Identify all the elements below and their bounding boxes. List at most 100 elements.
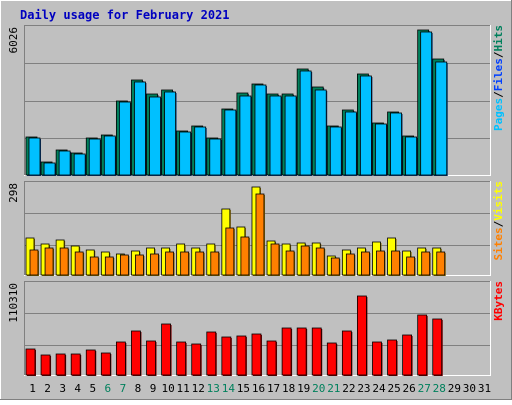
legend-entry-hits: Hits xyxy=(492,25,505,52)
x-label-day-1: 1 xyxy=(29,382,36,395)
x-label-day-6: 6 xyxy=(105,382,112,395)
bar-kbytes-day-21 xyxy=(326,342,337,376)
x-label-day-10: 10 xyxy=(161,382,174,395)
bar-kbytes-day-25 xyxy=(387,339,397,376)
bar-kbytes-day-3 xyxy=(55,353,66,376)
legend-separator: / xyxy=(492,51,505,58)
legend-entry-pages: Pages xyxy=(492,98,505,131)
bar-kbytes-day-13 xyxy=(206,331,217,376)
bar-files-day-22 xyxy=(344,111,357,176)
legend-separator: / xyxy=(492,220,505,227)
x-label-day-16: 16 xyxy=(252,382,265,395)
bar-sites-day-24 xyxy=(376,250,385,276)
bar-kbytes-day-11 xyxy=(176,341,187,376)
bar-sites-day-3 xyxy=(59,247,69,276)
chart-title: Daily usage for February 2021 xyxy=(20,8,230,22)
x-label-day-11: 11 xyxy=(177,382,190,395)
bar-sites-day-28 xyxy=(436,251,446,276)
legend-entry-files: Files xyxy=(492,58,505,91)
bar-files-day-25 xyxy=(390,112,402,176)
bar-sites-day-6 xyxy=(104,256,114,276)
legend-kbytes: KBytes xyxy=(492,281,505,321)
x-label-day-15: 15 xyxy=(237,382,250,395)
bar-files-day-23 xyxy=(360,75,372,176)
x-label-day-7: 7 xyxy=(120,382,127,395)
bar-kbytes-day-10 xyxy=(161,323,171,376)
bar-files-day-7 xyxy=(118,101,131,176)
bar-files-day-19 xyxy=(299,70,312,176)
bar-files-day-28 xyxy=(435,61,448,176)
bar-files-day-9 xyxy=(149,96,161,176)
bar-kbytes-day-24 xyxy=(372,341,382,376)
bar-sites-day-25 xyxy=(391,250,400,276)
bar-sites-day-12 xyxy=(195,251,205,276)
bar-kbytes-day-15 xyxy=(236,335,247,376)
bar-files-day-15 xyxy=(239,95,252,176)
bar-sites-day-22 xyxy=(345,253,355,276)
panel-visits-sites: 298 Sites/Visits xyxy=(7,181,505,276)
y-max-label: 298 xyxy=(7,183,20,203)
x-label-day-19: 19 xyxy=(297,382,310,395)
x-label-day-2: 2 xyxy=(44,382,51,395)
bar-sites-day-13 xyxy=(210,251,220,276)
bar-sites-day-2 xyxy=(44,247,54,276)
bar-files-day-20 xyxy=(314,89,327,176)
bar-files-day-21 xyxy=(329,126,342,176)
bar-files-day-4 xyxy=(73,153,86,176)
bar-files-day-16 xyxy=(254,84,267,176)
bar-kbytes-day-5 xyxy=(85,349,96,376)
panel-kbytes: 110310 KBytes xyxy=(7,281,505,376)
x-label-day-21: 21 xyxy=(327,382,340,395)
bar-sites-day-1 xyxy=(29,249,39,276)
x-label-day-18: 18 xyxy=(282,382,295,395)
bar-sites-day-21 xyxy=(330,257,340,276)
bar-kbytes-day-4 xyxy=(70,353,81,376)
bar-kbytes-day-7 xyxy=(115,341,126,376)
x-label-day-13: 13 xyxy=(207,382,220,395)
x-label-day-8: 8 xyxy=(135,382,142,395)
x-label-day-9: 9 xyxy=(150,382,157,395)
x-label-day-12: 12 xyxy=(192,382,205,395)
bar-sites-day-27 xyxy=(421,251,431,276)
x-label-day-5: 5 xyxy=(89,382,96,395)
bar-sites-day-10 xyxy=(165,251,174,276)
bar-kbytes-day-22 xyxy=(341,330,352,376)
x-label-day-30: 30 xyxy=(463,382,476,395)
x-label-day-17: 17 xyxy=(267,382,280,395)
bar-sites-day-9 xyxy=(150,253,159,276)
bar-sites-day-20 xyxy=(315,247,325,276)
bar-files-day-13 xyxy=(209,138,222,176)
bar-sites-day-23 xyxy=(361,251,370,276)
bar-sites-day-26 xyxy=(406,256,416,276)
bar-kbytes-day-17 xyxy=(266,340,277,376)
x-label-day-14: 14 xyxy=(222,382,236,395)
x-label-day-3: 3 xyxy=(59,382,66,395)
bar-kbytes-day-1 xyxy=(25,348,36,376)
bar-files-day-26 xyxy=(405,136,418,176)
bar-kbytes-day-12 xyxy=(191,343,202,376)
bar-kbytes-day-8 xyxy=(131,330,141,376)
x-label-day-22: 22 xyxy=(342,382,355,395)
legend-entry-visits: Visits xyxy=(492,181,505,221)
bar-files-day-17 xyxy=(269,95,282,176)
legend-separator: / xyxy=(492,91,505,98)
bar-files-day-24 xyxy=(375,123,387,176)
bar-sites-day-8 xyxy=(135,254,144,276)
bar-files-day-10 xyxy=(164,91,176,176)
x-label-day-23: 23 xyxy=(357,382,370,395)
bar-sites-day-5 xyxy=(89,256,99,276)
bar-kbytes-day-28 xyxy=(432,318,443,376)
bar-kbytes-day-20 xyxy=(311,327,322,376)
x-axis-labels: 1 2 3 4 5 6 7 8 9 10 11 12 13 14 15 16 17 18 19 20 21 22 23 24 2… xyxy=(29,382,491,395)
bar-kbytes-day-26 xyxy=(402,334,413,376)
bar-files-day-8 xyxy=(134,81,146,176)
x-label-day-24: 24 xyxy=(372,382,386,395)
bar-sites-day-15 xyxy=(240,236,250,276)
bar-sites-day-17 xyxy=(270,243,280,276)
bar-kbytes-day-23 xyxy=(357,295,367,376)
y-max-label: 110310 xyxy=(7,283,20,323)
chart-panels: 6026Pages/Files/Hits298Sites/Visits11031… xyxy=(7,25,505,376)
